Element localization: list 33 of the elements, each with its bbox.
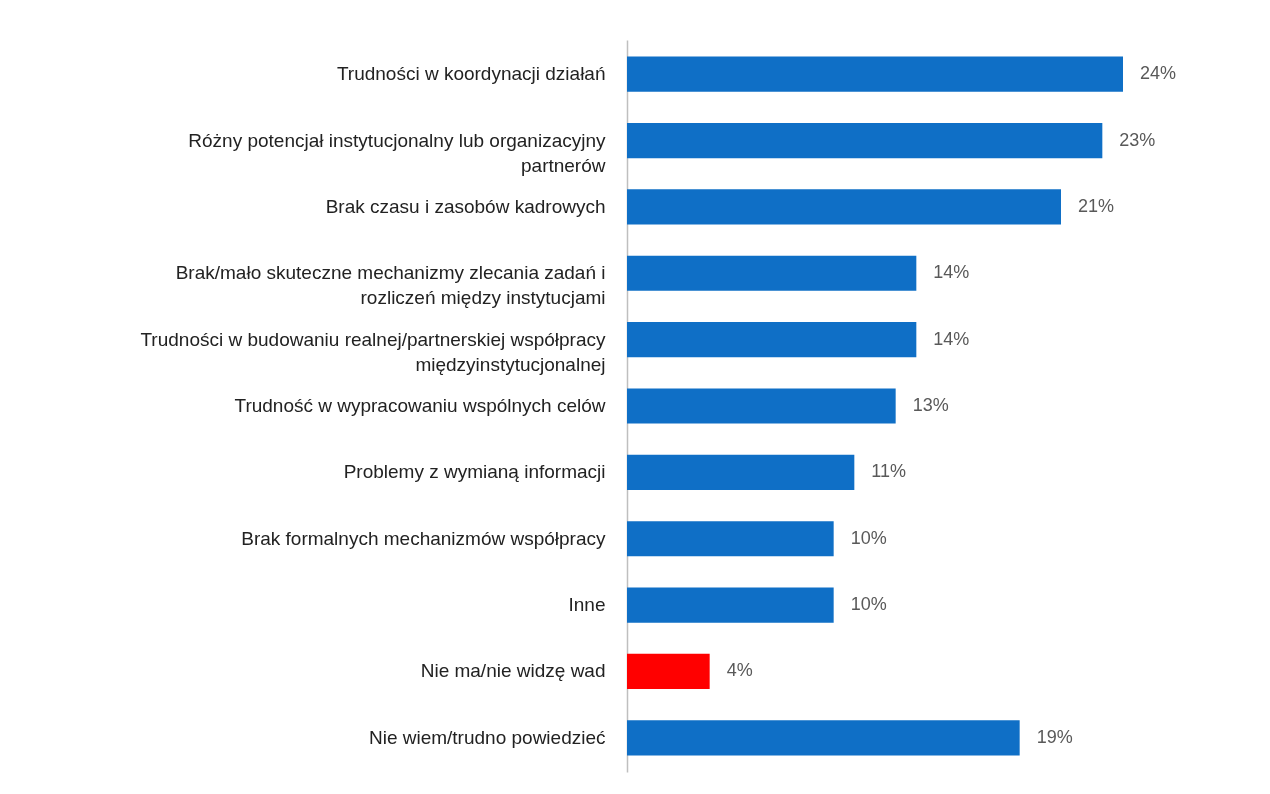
y-tick-label: Nie ma/nie widzę wad <box>420 660 606 682</box>
y-tick-label: Brak czasu i zasobów kadrowych <box>325 195 606 217</box>
bar <box>627 122 1103 159</box>
y-tick-label: Brak formalnych mechanizmów współpracy <box>241 527 606 549</box>
data-label: 13% <box>912 395 949 415</box>
data-label: 14% <box>933 262 970 283</box>
y-tick-label: Trudności w koordynacji działań <box>336 63 606 85</box>
y-tick-label: Trudności w budowaniu realnej/partnerskiej współpracy międzyinstytucjonalnej <box>140 328 606 375</box>
y-tick-label: Różny potencjał instytucjonalny lub organizacyjny partnerów <box>188 129 606 176</box>
bar <box>627 255 917 291</box>
data-label: 4% <box>726 660 753 681</box>
y-tick-label: Inne <box>568 594 606 616</box>
data-label: 10% <box>850 594 887 615</box>
y-tick-label: Problemy z wymianą informacji <box>343 461 606 483</box>
data-label: 24% <box>1140 63 1177 84</box>
bar <box>627 454 855 490</box>
data-label: 21% <box>1078 195 1115 216</box>
bar <box>627 189 1061 225</box>
bar <box>627 653 710 690</box>
bar <box>627 720 1020 756</box>
data-label: 23% <box>1119 129 1156 150</box>
y-tick-label: Nie wiem/trudno powiedzieć <box>368 726 606 748</box>
y-tick-label: Trudność w wypracowaniu wspólnych celów <box>234 395 606 416</box>
bar <box>627 56 1123 92</box>
bar <box>627 521 834 557</box>
data-label: 19% <box>1036 726 1073 747</box>
bar <box>627 388 896 424</box>
y-tick-label: Brak/mało skuteczne mechanizmy zlecania zadań i rozliczeń między instytucjami <box>175 262 606 309</box>
data-label: 14% <box>933 328 970 349</box>
data-label: 11% <box>871 461 907 482</box>
bar <box>627 322 917 358</box>
data-label: 10% <box>850 527 887 548</box>
bar <box>627 587 834 623</box>
